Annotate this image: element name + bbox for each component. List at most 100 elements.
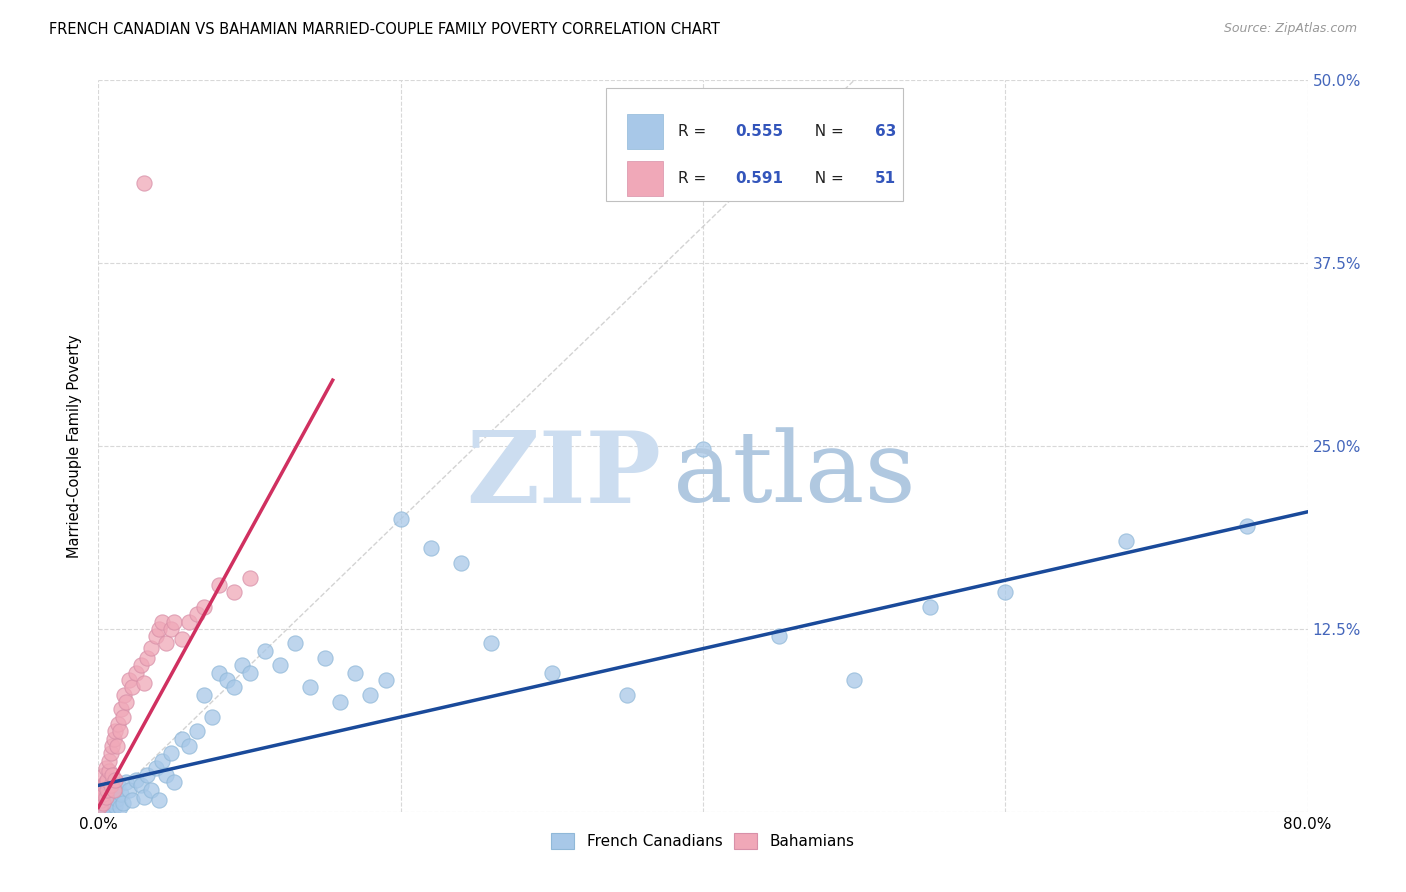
Text: 51: 51 [875, 170, 896, 186]
Bar [627, 114, 664, 149]
Point [160, 746, 183, 760]
Point [108, 800, 131, 814]
Text: R =: R = [678, 170, 710, 186]
Point [269, 658, 291, 673]
Point [208, 665, 231, 680]
Point [186, 724, 208, 739]
Point [145, 761, 167, 775]
Point [374, 673, 396, 687]
Point [90, 798, 112, 813]
Point [93, 768, 115, 782]
Text: ZIP: ZIP [465, 426, 661, 524]
Point [100, 778, 122, 792]
Point [1115, 534, 1137, 549]
Point [141, 640, 163, 655]
Point [163, 615, 186, 629]
Point [108, 724, 131, 739]
Point [186, 607, 208, 622]
Point [239, 665, 262, 680]
Point [101, 739, 124, 753]
Point [145, 629, 167, 643]
FancyBboxPatch shape [606, 87, 903, 201]
Point [193, 688, 215, 702]
Point [360, 688, 382, 702]
Point [100, 787, 122, 801]
Point [100, 746, 122, 760]
Text: N =: N = [804, 170, 848, 186]
Point [94, 800, 117, 814]
Point [125, 665, 148, 680]
Point [105, 791, 128, 805]
Text: 63: 63 [875, 124, 896, 139]
Point [132, 676, 155, 690]
Text: 0.555: 0.555 [735, 124, 783, 139]
Text: R =: R = [678, 124, 710, 139]
Point [132, 176, 155, 190]
Point [150, 615, 173, 629]
Bar [627, 161, 664, 195]
Point [101, 768, 124, 782]
Point [125, 772, 148, 787]
Point [110, 702, 132, 716]
Text: atlas: atlas [672, 427, 915, 523]
Point [103, 731, 125, 746]
Point [114, 695, 136, 709]
Point [94, 790, 117, 805]
Point [135, 768, 157, 782]
Point [299, 681, 322, 695]
Point [114, 775, 136, 789]
Point [110, 787, 132, 801]
Point [96, 790, 118, 805]
Point [253, 644, 276, 658]
Point [768, 629, 790, 643]
Point [91, 787, 114, 801]
Point [96, 782, 118, 797]
Point [344, 665, 367, 680]
Point [98, 754, 121, 768]
Point [148, 793, 170, 807]
Point [129, 658, 152, 673]
Point [105, 739, 128, 753]
Point [160, 622, 183, 636]
Legend: French Canadians, Bahamians: French Canadians, Bahamians [546, 827, 860, 855]
Point [420, 541, 443, 556]
Text: N =: N = [804, 124, 848, 139]
Point [163, 775, 186, 789]
Point [112, 688, 135, 702]
Point [111, 796, 134, 810]
Point [170, 632, 193, 646]
Point [616, 688, 638, 702]
Point [103, 782, 125, 797]
Point [121, 681, 143, 695]
Point [132, 790, 155, 805]
Point [118, 673, 141, 687]
Point [90, 793, 112, 807]
Text: 0.591: 0.591 [735, 170, 783, 186]
Point [94, 793, 117, 807]
Point [107, 717, 129, 731]
Point [224, 585, 246, 599]
Point [93, 802, 115, 816]
Point [98, 797, 121, 812]
Point [450, 556, 472, 570]
Point [844, 673, 866, 687]
Point [89, 798, 111, 813]
Point [155, 636, 177, 650]
Point [224, 681, 246, 695]
Point [107, 778, 129, 792]
Point [129, 778, 152, 792]
Point [96, 772, 118, 787]
Point [1236, 519, 1258, 533]
Point [193, 599, 215, 614]
Point [90, 782, 112, 797]
Point [208, 578, 231, 592]
Point [314, 651, 336, 665]
Point [994, 585, 1017, 599]
Point [201, 709, 224, 723]
Point [121, 793, 143, 807]
Point [91, 796, 114, 810]
Point [101, 795, 124, 809]
Point [155, 768, 177, 782]
Point [231, 658, 253, 673]
Point [111, 709, 134, 723]
